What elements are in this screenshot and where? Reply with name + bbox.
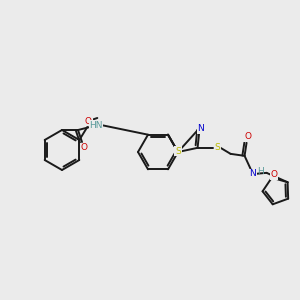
Text: S: S [175,146,181,155]
Text: O: O [244,132,251,141]
Text: O: O [85,116,92,125]
Text: H: H [258,167,264,176]
Text: N: N [197,124,204,134]
Text: N: N [249,169,256,178]
Text: O: O [80,143,88,152]
Text: HN: HN [89,121,103,130]
Text: O: O [270,170,277,179]
Text: S: S [215,143,220,152]
